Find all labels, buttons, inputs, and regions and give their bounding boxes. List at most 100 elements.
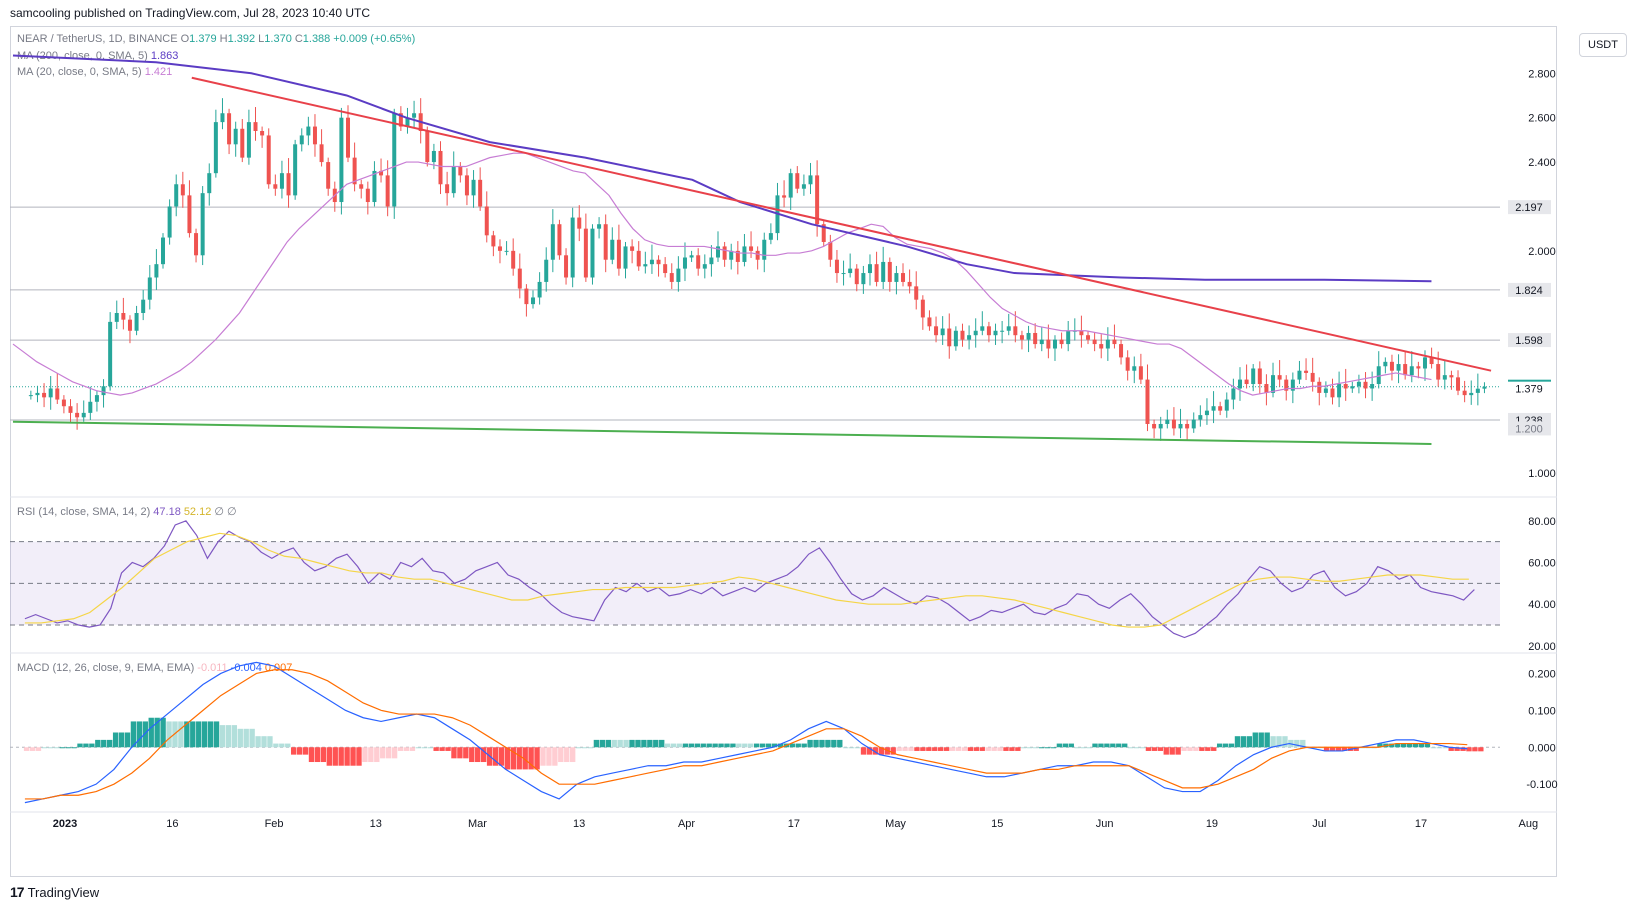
candle-body bbox=[75, 412, 80, 418]
time-axis-label: Aug bbox=[1519, 818, 1539, 830]
macd-histogram-bar bbox=[777, 743, 784, 748]
candle-body bbox=[636, 250, 641, 267]
candle-body bbox=[412, 113, 417, 118]
candle-body bbox=[1224, 399, 1229, 411]
time-axis-label: 19 bbox=[1206, 818, 1218, 830]
candle-body bbox=[722, 246, 727, 260]
macd-histogram-bar bbox=[314, 747, 321, 763]
time-axis-label: Mar bbox=[468, 818, 487, 830]
ma20-legend[interactable]: MA (20, close, 0, SMA, 5) 1.421 bbox=[17, 66, 175, 78]
rsi-value: 47.18 bbox=[153, 506, 181, 518]
macd-histogram-bar bbox=[943, 747, 950, 751]
macd-histogram-bar bbox=[653, 739, 659, 748]
macd-histogram-bar bbox=[1003, 747, 1009, 751]
macd-histogram-bar bbox=[1478, 747, 1484, 752]
macd-histogram-bar bbox=[427, 747, 433, 749]
candle-body bbox=[768, 233, 773, 240]
macd-histogram-bar bbox=[967, 747, 974, 751]
candle-body bbox=[980, 326, 985, 331]
candle-body bbox=[1132, 366, 1137, 371]
candle-body bbox=[643, 264, 648, 267]
macd-histogram-bar bbox=[1353, 747, 1359, 751]
candle-body bbox=[273, 184, 278, 189]
candle-body bbox=[914, 286, 919, 300]
macd-histogram-bar bbox=[1086, 747, 1092, 749]
macd-histogram-bar bbox=[1335, 747, 1342, 751]
macd-histogram-bar bbox=[439, 747, 445, 751]
ohlc-open: 1.379 bbox=[189, 33, 217, 45]
candle-body bbox=[1389, 361, 1394, 371]
candle-body bbox=[583, 228, 588, 278]
tradingview-logo[interactable]: 17 TradingView bbox=[10, 884, 99, 900]
macd-histogram-bar bbox=[101, 739, 107, 748]
macd-histogram-bar bbox=[160, 717, 166, 748]
macd-histogram-bar bbox=[1276, 736, 1282, 748]
macd-histogram-bar bbox=[1193, 747, 1199, 751]
macd-histogram-bar bbox=[1246, 736, 1253, 748]
candle-body bbox=[577, 217, 582, 229]
macd-histogram-bar bbox=[178, 721, 184, 748]
candle-body bbox=[1086, 335, 1091, 340]
candle-body bbox=[246, 122, 251, 158]
candle-body bbox=[1356, 381, 1361, 387]
candle-body bbox=[742, 246, 747, 262]
macd-histogram-bar bbox=[1270, 736, 1276, 748]
price-label-bg bbox=[1508, 381, 1551, 396]
macd-histogram-bar bbox=[896, 747, 902, 751]
macd-histogram-bar bbox=[955, 747, 962, 751]
candle-body bbox=[438, 150, 443, 185]
macd-histogram-bar bbox=[385, 747, 392, 759]
candle-body bbox=[326, 162, 331, 189]
candle-body bbox=[1211, 406, 1216, 411]
macd-histogram-bar bbox=[326, 747, 332, 766]
rsi-ma-line bbox=[24, 532, 1469, 628]
candle-body bbox=[689, 255, 694, 258]
macd-histogram-bar bbox=[296, 747, 303, 755]
macd-histogram-bar bbox=[973, 747, 979, 751]
candle-body bbox=[967, 335, 972, 340]
price-tick-label: 2.000 bbox=[1528, 246, 1556, 258]
rsi-tick-label: 40.00 bbox=[1528, 599, 1556, 611]
macd-histogram-bar bbox=[979, 747, 985, 751]
macd-histogram-bar bbox=[801, 743, 807, 748]
ma200-legend[interactable]: MA (200, close, 0, SMA, 5) 1.863 bbox=[17, 50, 181, 62]
macd-histogram-bar bbox=[522, 747, 528, 770]
time-axis-label: Jun bbox=[1096, 818, 1114, 830]
macd-histogram-bar bbox=[332, 747, 338, 766]
macd-histogram-bar bbox=[552, 747, 558, 766]
macd-histogram-bar bbox=[338, 747, 344, 766]
candle-body bbox=[531, 297, 536, 305]
macd-histogram-bar bbox=[1110, 743, 1116, 748]
macd-histogram-bar bbox=[291, 747, 297, 755]
time-axis-label: 15 bbox=[991, 818, 1003, 830]
candle-body bbox=[590, 228, 595, 278]
candle-body bbox=[1105, 339, 1110, 349]
macd-histogram-bar bbox=[201, 721, 208, 748]
candle-body bbox=[1383, 361, 1388, 367]
resistance-trendline bbox=[191, 76, 1492, 372]
macd-histogram-bar bbox=[754, 743, 760, 748]
macd-histogram-bar bbox=[1300, 739, 1306, 748]
rsi-legend[interactable]: RSI (14, close, SMA, 14, 2) 47.18 52.12 ∅ ∅ bbox=[17, 505, 240, 518]
macd-histogram-bar bbox=[676, 743, 683, 748]
macd-histogram-bar bbox=[688, 743, 695, 748]
macd-histogram-bar bbox=[302, 747, 309, 755]
macd-histogram-bar bbox=[356, 747, 362, 766]
candle-body bbox=[1119, 344, 1124, 358]
price-label-text: 1.200 bbox=[1515, 423, 1543, 435]
candle-body bbox=[1290, 379, 1295, 391]
ohlc-high: 1.392 bbox=[227, 33, 256, 45]
macd-histogram-bar bbox=[118, 732, 125, 748]
macd-histogram-bar bbox=[534, 747, 540, 770]
candle-body bbox=[1442, 375, 1447, 380]
macd-histogram-bar bbox=[1329, 747, 1336, 751]
currency-unit-button[interactable]: USDT bbox=[1579, 33, 1627, 57]
macd-histogram-bar bbox=[1418, 743, 1425, 748]
macd-histogram-bar bbox=[718, 743, 724, 748]
candle-body bbox=[623, 246, 628, 269]
candle-body bbox=[762, 239, 767, 260]
macd-histogram-bar bbox=[920, 747, 926, 751]
symbol-name[interactable]: NEAR / TetherUS, 1D, BINANCE bbox=[17, 33, 178, 45]
macd-histogram-bar bbox=[1454, 747, 1460, 751]
